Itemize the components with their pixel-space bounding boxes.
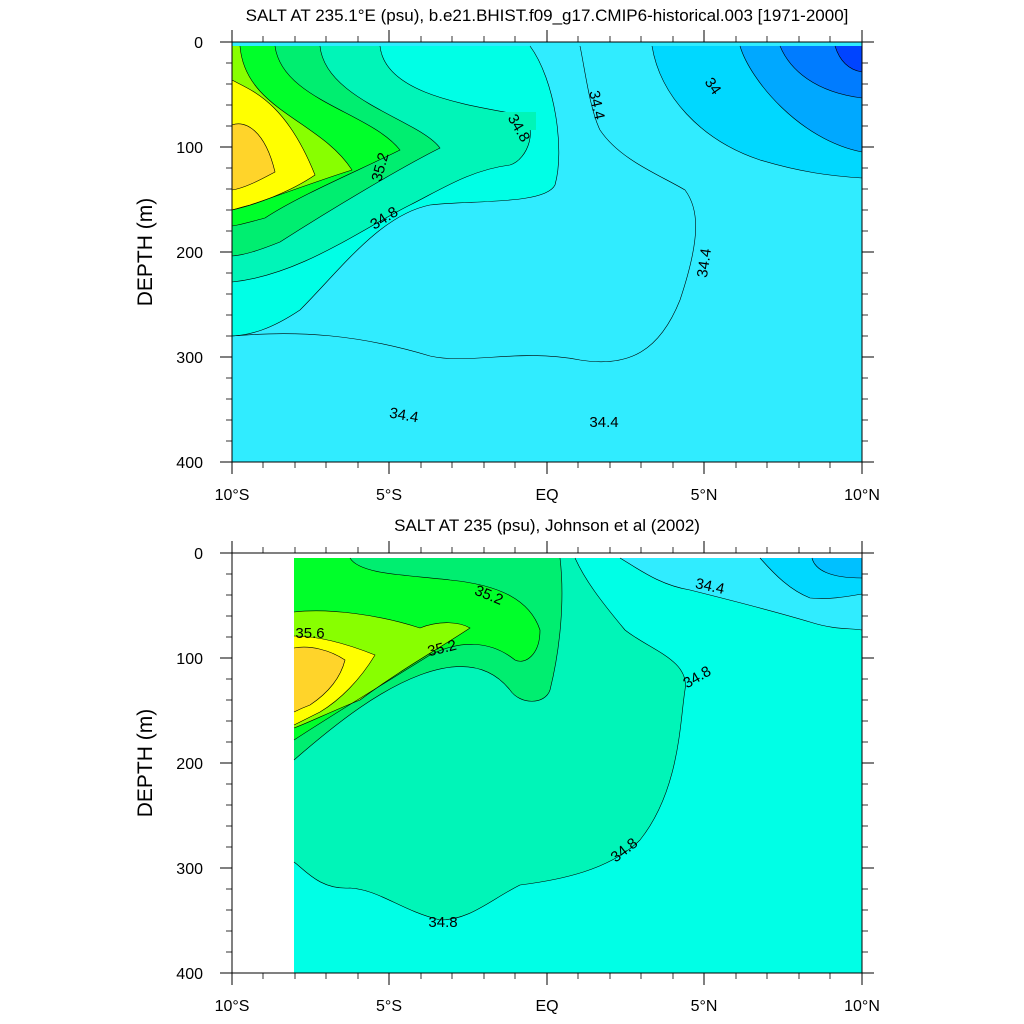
x-tick-label: EQ	[535, 998, 558, 1015]
y-axis-label-obs: DEPTH (m)	[134, 709, 157, 818]
y-tick-label: 100	[176, 140, 203, 157]
y-tick-label: 400	[176, 966, 203, 983]
panel-obs: SALT AT 235 (psu), Johnson et al (2002)	[134, 516, 880, 1015]
y-tick-label: 0	[194, 35, 203, 52]
minor-ticks-model	[226, 36, 868, 468]
fill-34.0-ne	[812, 558, 862, 578]
x-tick-label: 5°N	[691, 487, 718, 504]
contour-label: 35.2	[426, 637, 458, 661]
fill-35.8	[232, 123, 275, 190]
axis-ticks-model	[220, 30, 874, 474]
plot-area-obs: 35.2 34.4 35.6 35.2 34.8 34.8 34.8	[293, 557, 863, 973]
x-tick-labels-model: 10°S 5°S EQ 5°N 10°N	[215, 487, 880, 504]
x-tick-label: 5°N	[691, 998, 718, 1015]
title-model: SALT AT 235.1°E (psu), b.e21.BHIST.f09_g…	[246, 6, 849, 25]
fill-33.8-east	[835, 46, 862, 72]
x-tick-label: 10°N	[844, 998, 880, 1015]
x-tick-label: 5°S	[376, 487, 402, 504]
y-axis-label-model: DEPTH (m)	[134, 198, 157, 307]
y-tick-label: 300	[176, 350, 203, 367]
plot-area-model: 34.8 34.4 34 35.2 34.8 34.4 34.4 34.4	[231, 42, 863, 462]
panel-model: SALT AT 235.1°E (psu), b.e21.BHIST.f09_g…	[134, 6, 880, 504]
x-tick-labels-obs: 10°S 5°S EQ 5°N 10°N	[215, 998, 880, 1015]
x-tick-label: 10°S	[215, 487, 250, 504]
y-tick-label: 300	[176, 861, 203, 878]
x-tick-label: 5°S	[376, 998, 402, 1015]
contour-label: 34	[701, 75, 724, 98]
contour-labels-obs: 35.2 34.4 35.6 35.2 34.8 34.8 34.8	[295, 575, 726, 931]
contour-label: 34.4	[694, 247, 715, 278]
contour-label-bg	[502, 112, 536, 130]
y-tick-label: 400	[176, 455, 203, 472]
fill-35.8-obs	[294, 647, 345, 712]
y-tick-label: 100	[176, 651, 203, 668]
minor-ticks-obs	[226, 547, 868, 979]
contour-label: 34.8	[428, 914, 457, 931]
contour-label: 34.4	[589, 414, 618, 431]
x-tick-label: 10°S	[215, 998, 250, 1015]
contour-label: 34.4	[694, 575, 726, 598]
axis-ticks-obs	[220, 541, 874, 985]
x-tick-label: EQ	[535, 487, 558, 504]
contour-lines-obs	[293, 557, 863, 921]
y-tick-labels-model: 0 100 200 300 400	[176, 35, 203, 472]
contour-label: 34.4	[585, 89, 608, 121]
y-tick-label: 200	[176, 245, 203, 262]
contour-label: 34.4	[388, 405, 420, 427]
x-tick-label: 10°N	[844, 487, 880, 504]
title-obs: SALT AT 235 (psu), Johnson et al (2002)	[394, 516, 700, 535]
contour-label: 35.2	[368, 151, 392, 184]
contour-label: 35.6	[295, 625, 324, 642]
y-tick-label: 0	[194, 546, 203, 563]
y-tick-label: 200	[176, 756, 203, 773]
y-tick-labels-obs: 0 100 200 300 400	[176, 546, 203, 983]
contour-lines-model	[231, 45, 863, 363]
